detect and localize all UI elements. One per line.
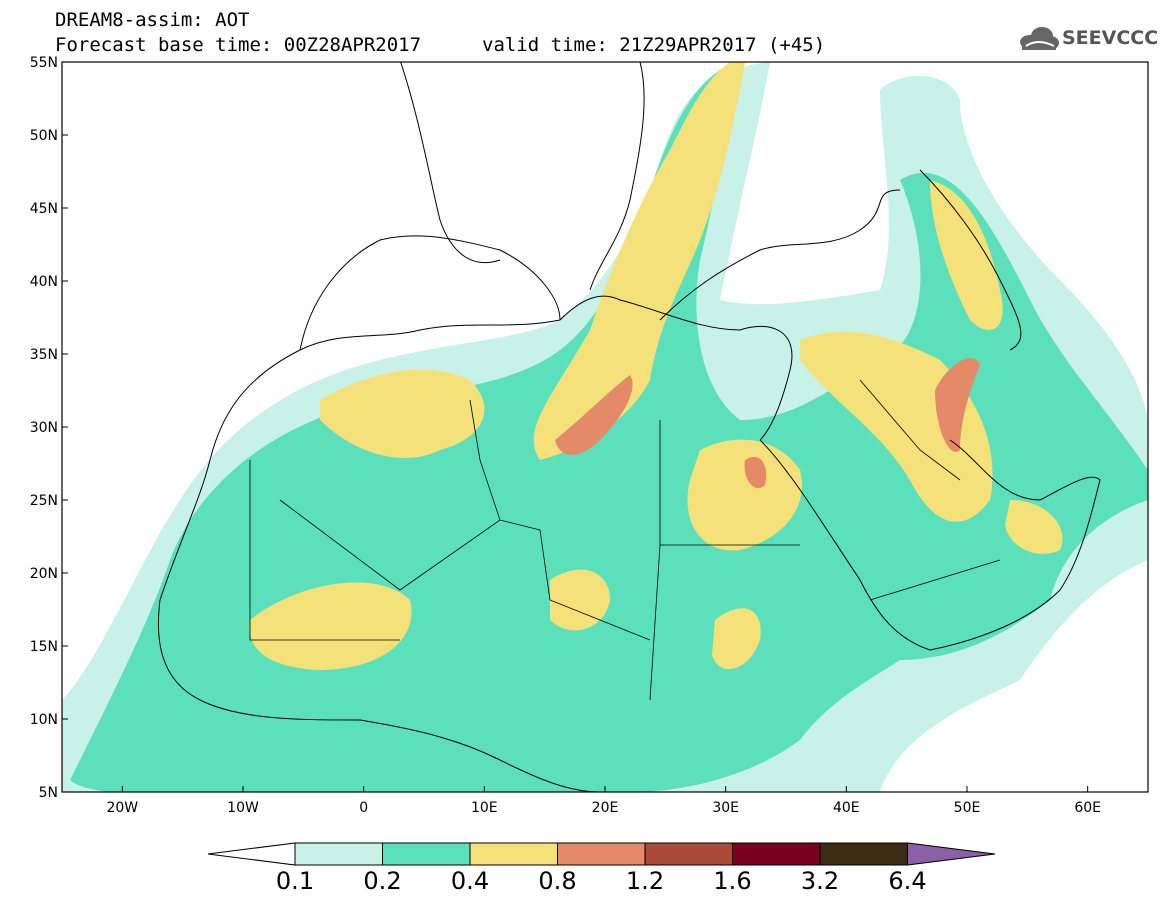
lat-label: 20N [30, 566, 58, 582]
lon-label: 20E [592, 800, 619, 816]
aot-region-0.4-algeria [320, 369, 485, 459]
lat-label: 5N [39, 785, 58, 801]
lat-label: 50N [30, 128, 58, 144]
colorbar-label: 6.4 [888, 867, 927, 895]
lon-label: 40E [833, 800, 860, 816]
lon-label: 10E [471, 800, 498, 816]
aot-region-0.8-iraq [935, 358, 980, 452]
lat-label: 30N [30, 420, 58, 436]
colorbar-under-arrow [207, 842, 296, 866]
colorbar-over-arrow [907, 842, 996, 866]
lat-label: 40N [30, 274, 58, 290]
lat-label: 25N [30, 493, 58, 509]
colorbar-label: 1.2 [625, 867, 665, 895]
valid-time: valid time: 21Z29APR2017 (+45) [482, 34, 826, 56]
lat-label: 45N [30, 201, 58, 217]
colorbar-label: 0.8 [538, 867, 577, 895]
lat-label: 35N [30, 347, 58, 363]
colorbar-label: 0.2 [363, 867, 402, 895]
aot-region-0.4-chad [550, 569, 610, 631]
aot-region-0.4-caspian [930, 180, 1003, 330]
lat-label: 55N [30, 55, 58, 71]
colorbar-cell [557, 842, 646, 866]
aot-region-0.8-egypt [744, 456, 767, 489]
cloud-icon [1020, 27, 1059, 50]
aot-region-0.4-egypt [687, 439, 802, 551]
aot-region-0.4-arabia [1005, 500, 1063, 554]
aot-region-0.4-sahel [249, 582, 412, 670]
colorbar-cell [732, 842, 821, 866]
colorbar-cell [382, 842, 471, 866]
colorbar-label: 1.6 [713, 867, 752, 895]
logo-text: SEEVCCC [1062, 27, 1159, 49]
colorbar-cell [819, 842, 908, 866]
colorbar-cell [294, 842, 383, 866]
colorbar-label: 3.2 [800, 867, 840, 895]
model-title: DREAM8-assim: AOT [55, 9, 250, 31]
colorbar-cell [469, 842, 558, 866]
aot-region-0.8-libya [555, 375, 633, 455]
lon-label: 50E [954, 800, 981, 816]
borders [249, 379, 1001, 701]
lon-axis: 20W 10W 0 10E 20E 30E 40E 50E 60E [106, 786, 1101, 816]
lon-label: 10W [227, 800, 259, 816]
lon-label: 0 [359, 800, 368, 816]
lat-label: 10N [30, 712, 58, 728]
aot-region-0.4-north [533, 62, 745, 460]
lat-axis: 55N 50N 45N 40N 35N 30N 25N 20N 15N 10N 5N [30, 55, 68, 801]
colorbar-label: 0.4 [450, 867, 490, 895]
coastlines [157, 62, 1101, 792]
aot-region-0.4-sudan [712, 608, 761, 670]
lat-label: 15N [30, 639, 58, 655]
base-time: Forecast base time: 00Z28APR2017 [55, 34, 422, 56]
colorbar-cell [644, 842, 733, 866]
colorbar-label: 0.1 [275, 867, 315, 895]
seevccc-logo: SEEVCCC [1018, 24, 1158, 54]
lon-label: 20W [106, 800, 138, 816]
lon-label: 30E [712, 800, 739, 816]
lon-label: 60E [1074, 800, 1101, 816]
